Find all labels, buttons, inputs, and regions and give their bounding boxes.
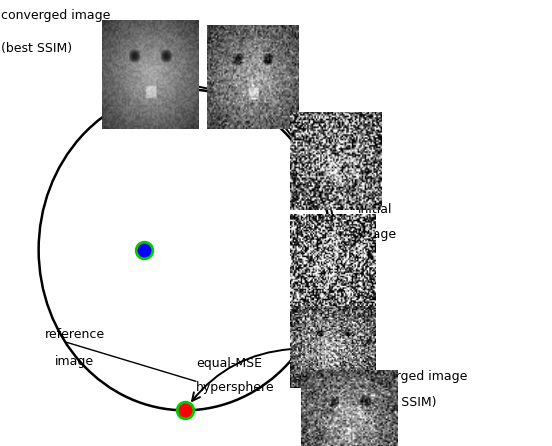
- Text: reference: reference: [45, 328, 104, 341]
- Text: initial: initial: [358, 203, 392, 216]
- Text: converged image: converged image: [358, 370, 467, 383]
- Text: (best SSIM): (best SSIM): [1, 42, 72, 55]
- Text: converged image: converged image: [1, 9, 110, 22]
- Text: equal-MSE: equal-MSE: [196, 357, 262, 370]
- Text: image: image: [358, 228, 397, 241]
- Text: hypersphere: hypersphere: [196, 381, 274, 394]
- Text: (worst SSIM): (worst SSIM): [358, 396, 436, 409]
- Text: image: image: [55, 355, 94, 368]
